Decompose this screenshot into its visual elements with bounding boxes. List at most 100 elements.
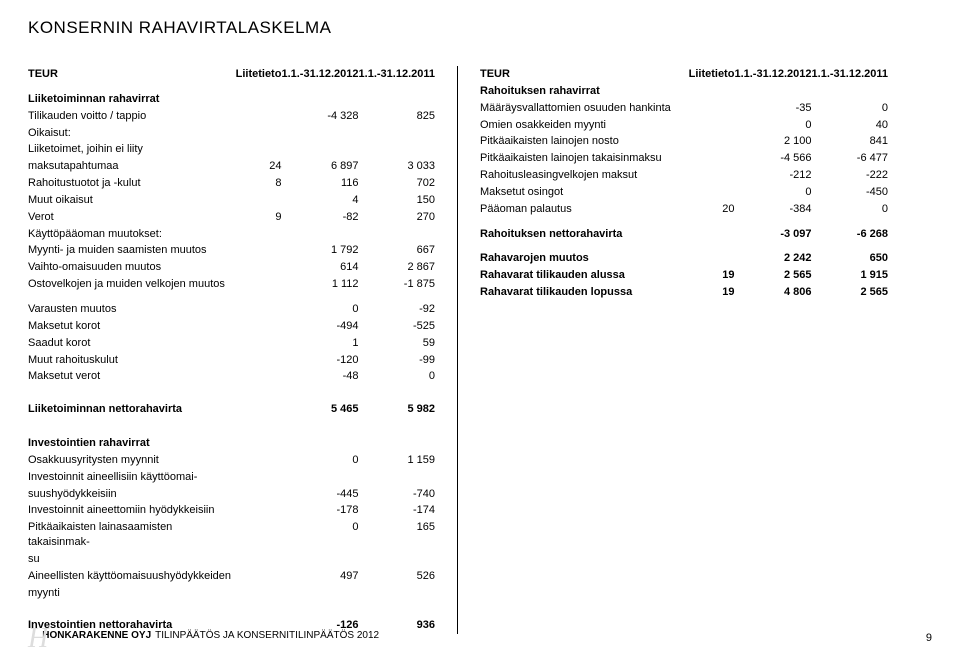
row-value-1: 1 112 (281, 276, 358, 293)
row-value-2: 165 (359, 519, 435, 551)
table-row: Tilikauden voitto / tappio-4 328825 (28, 108, 435, 125)
table-row: Rahavarat tilikauden alussa192 5651 915 (480, 267, 888, 284)
right-column: TEUR Liitetieto 1.1.-31.12.2012 1.1.-31.… (458, 66, 888, 634)
right-table: TEUR Liitetieto 1.1.-31.12.2012 1.1.-31.… (480, 66, 888, 301)
row-label: Ostovelkojen ja muiden velkojen muutos (28, 276, 231, 293)
row-value-1: 0 (734, 117, 811, 134)
row-value-2: 2 867 (359, 259, 435, 276)
row-value-2: -740 (359, 486, 435, 503)
row-note: 9 (231, 209, 281, 226)
page-footer: H HONKARAKENNE OYJ TILINPÄÄTÖS JA KONSER… (0, 627, 960, 644)
row-label: Pitkäaikaisten lainojen nosto (480, 133, 684, 150)
row-value-2 (359, 585, 435, 602)
hdr-p2: 1.1.-31.12.2011 (812, 66, 888, 83)
table-row: Myynti- ja muiden saamisten muutos1 7926… (28, 242, 435, 259)
page-title: KONSERNIN RAHAVIRTALASKELMA (28, 18, 932, 38)
row-label: Verot (28, 209, 231, 226)
row-value-1 (281, 551, 358, 568)
row-value-1 (281, 585, 358, 602)
row-value-2: 1 915 (812, 267, 888, 284)
row-note (231, 125, 281, 142)
row-value-2 (359, 551, 435, 568)
row-note (231, 259, 281, 276)
row-label: Investoinnit aineettomiin hyödykkeisiin (28, 502, 231, 519)
row-value-1: 4 806 (734, 284, 811, 301)
hdr-currency: TEUR (28, 66, 231, 83)
hdr-note: Liitetieto (684, 66, 734, 83)
row-label: Maksetut korot (28, 318, 231, 335)
row-value-1: -212 (734, 167, 811, 184)
row-value-1: 2 242 (734, 250, 811, 267)
table-row: Pitkäaikaisten lainasaamisten takaisinma… (28, 519, 435, 551)
row-label: maksutapahtumaa (28, 158, 231, 175)
row-value-2: -6 477 (812, 150, 888, 167)
table-row: Maksetut korot -494-525 (28, 318, 435, 335)
row-label: Muut rahoituskulut (28, 352, 231, 369)
row-value-2 (359, 469, 435, 486)
page-number: 9 (926, 632, 932, 644)
table-row: Rahavarat tilikauden lopussa194 8062 565 (480, 284, 888, 301)
row-value-2: 2 565 (812, 284, 888, 301)
row-note: 24 (231, 158, 281, 175)
row-value-2: 270 (359, 209, 435, 226)
row-label: Omien osakkeiden myynti (480, 117, 684, 134)
row-value-1: 116 (281, 175, 358, 192)
row-label: Vaihto-omaisuuden muutos (28, 259, 231, 276)
row-value-1: -35 (734, 100, 811, 117)
row-value-2: -525 (359, 318, 435, 335)
table-row: su (28, 551, 435, 568)
row-note (684, 133, 734, 150)
table-row: Ostovelkojen ja muiden velkojen muutos 1 … (28, 276, 435, 293)
row-label: Muut oikaisut (28, 192, 231, 209)
row-label: Varausten muutos (28, 301, 231, 318)
row-value-2: 1 159 (359, 452, 435, 469)
table-row: Aineellisten käyttöomaisuushyödykkeiden4… (28, 568, 435, 585)
row-note (231, 368, 281, 385)
row-value-2: 702 (359, 175, 435, 192)
row-label: myynti (28, 585, 231, 602)
table-row: Osakkuusyritysten myynnit01 159 (28, 452, 435, 469)
row-label: Rahoitusleasingvelkojen maksut (480, 167, 684, 184)
row-value-1: -82 (281, 209, 358, 226)
row-value-2: -1 875 (359, 276, 435, 293)
row-label: Pääoman palautus (480, 201, 684, 218)
table-row: Omien osakkeiden myynti040 (480, 117, 888, 134)
row-label: Käyttöpääoman muutokset: (28, 226, 231, 243)
row-note (684, 250, 734, 267)
left-column: TEUR Liitetieto 1.1.-31.12.2012 1.1.-31.… (28, 66, 458, 634)
row-note (684, 184, 734, 201)
row-label: Pitkäaikaisten lainasaamisten takaisinma… (28, 519, 231, 551)
row-note (231, 335, 281, 352)
net-financing: Rahoituksen nettorahavirta -3 097 -6 268 (480, 226, 888, 243)
row-note (231, 301, 281, 318)
row-value-1: 0 (734, 184, 811, 201)
table-row: Pääoman palautus20-3840 (480, 201, 888, 218)
table-row: Oikaisut: (28, 125, 435, 142)
row-value-2: 841 (812, 133, 888, 150)
row-value-1: -120 (281, 352, 358, 369)
table-row: Käyttöpääoman muutokset: (28, 226, 435, 243)
row-value-1: 0 (281, 301, 358, 318)
table-row: Määräysvallattomien osuuden hankinta-350 (480, 100, 888, 117)
table-row: Investoinnit aineellisiin käyttöomai- (28, 469, 435, 486)
content-columns: TEUR Liitetieto 1.1.-31.12.2012 1.1.-31.… (28, 66, 932, 634)
row-value-1: 2 100 (734, 133, 811, 150)
row-value-2 (359, 125, 435, 142)
row-label: Rahavarat tilikauden lopussa (480, 284, 684, 301)
table-row: Muut rahoituskulut-120-99 (28, 352, 435, 369)
row-value-1: -494 (281, 318, 358, 335)
row-value-1: -178 (281, 502, 358, 519)
row-value-1: -4 566 (734, 150, 811, 167)
table-row: Varausten muutos0-92 (28, 301, 435, 318)
row-label: Liiketoimet, joihin ei liity (28, 141, 231, 158)
row-note (231, 242, 281, 259)
row-value-1: -4 328 (281, 108, 358, 125)
row-label: Maksetut osingot (480, 184, 684, 201)
row-value-1 (281, 125, 358, 142)
row-label: Oikaisut: (28, 125, 231, 142)
row-note (231, 568, 281, 585)
row-value-1 (281, 469, 358, 486)
table-row: maksutapahtumaa246 8973 033 (28, 158, 435, 175)
row-note (231, 551, 281, 568)
hdr-note: Liitetieto (231, 66, 281, 83)
